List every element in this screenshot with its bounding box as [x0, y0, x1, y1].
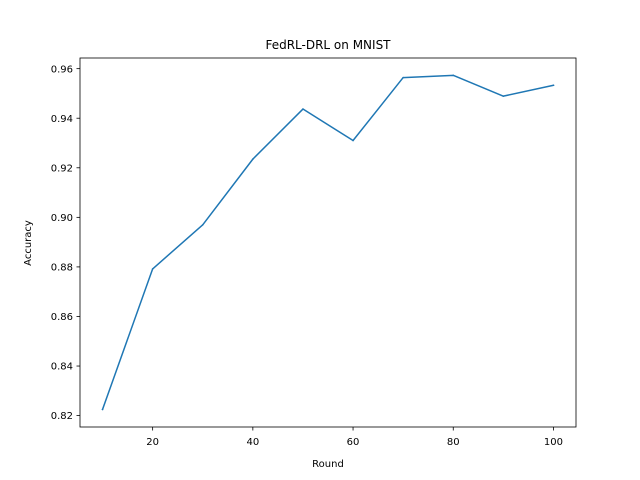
x-tick-label: 40	[246, 437, 259, 448]
chart-title: FedRL-DRL on MNIST	[265, 38, 391, 52]
y-tick-label: 0.96	[51, 64, 73, 75]
y-tick-label: 0.82	[51, 411, 73, 422]
y-tick-label: 0.86	[51, 312, 73, 323]
data-point	[252, 158, 254, 160]
data-point	[101, 408, 104, 411]
x-axis-label: Round	[312, 459, 344, 470]
x-tick-label: 100	[544, 437, 563, 448]
y-tick-label: 0.88	[51, 263, 73, 274]
y-tick-label: 0.94	[51, 114, 73, 125]
y-axis-label: Accuracy	[23, 220, 34, 266]
data-point	[402, 76, 404, 79]
y-tick-label: 0.90	[51, 213, 73, 224]
data-point	[302, 108, 304, 110]
x-tick-label: 60	[347, 437, 360, 448]
x-tick-label: 80	[447, 437, 460, 448]
data-point	[552, 84, 555, 87]
axes: 20 40 60 80 100 0.82 0.84 0.86 0.88 0.90 0.92 0.94 0…	[51, 57, 577, 448]
data-point	[352, 139, 354, 142]
data-point	[201, 223, 204, 226]
y-tick-label: 0.92	[51, 163, 73, 174]
x-tick-label: 20	[146, 437, 159, 448]
data-point	[502, 95, 505, 97]
data-point	[151, 268, 154, 270]
y-tick-label: 0.84	[51, 362, 73, 373]
series-line-0	[101, 74, 555, 411]
axes-frame	[79, 57, 577, 428]
data-point	[452, 74, 455, 77]
plot-area	[101, 74, 555, 411]
